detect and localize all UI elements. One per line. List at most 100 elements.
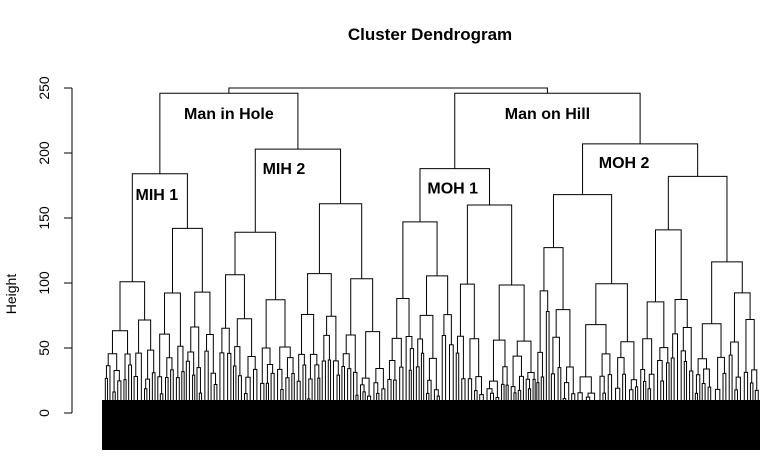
dendrogram-link <box>512 355 522 387</box>
chart-title: Cluster Dendrogram <box>348 25 512 44</box>
dendrogram-link <box>717 356 725 390</box>
dendrogram-link <box>221 327 230 354</box>
dendrogram-link <box>164 292 181 347</box>
dendrogram-link <box>745 319 755 373</box>
dendrogram-link <box>532 378 536 413</box>
dendrogram-link <box>296 380 301 413</box>
dendrogram-link <box>674 298 688 334</box>
y-tick-label-0: 0 <box>36 409 52 417</box>
dendrogram-link <box>388 360 396 381</box>
dendrogram-link <box>298 353 305 382</box>
dendrogram-link <box>689 370 694 413</box>
dendrogram-link <box>735 376 741 413</box>
cluster-labels: Man in Hole Man on Hill MIH 1 MIH 2 MOH 1 MOH… <box>136 106 650 204</box>
y-tick-label-200: 200 <box>36 141 52 165</box>
dendrogram-link <box>170 369 174 413</box>
cluster-label-mih-2: MIH 2 <box>263 161 306 178</box>
dendrogram-link <box>119 281 146 331</box>
dendrogram-link <box>165 377 169 413</box>
dendrogram-link <box>620 341 635 380</box>
dendrogram-link <box>566 366 574 394</box>
dendrogram-link <box>642 338 653 375</box>
dendrogram-link <box>527 372 535 380</box>
dendrogram-link <box>323 334 330 362</box>
dendrogram-link <box>543 247 564 310</box>
dendrogram-link <box>375 368 384 389</box>
dendrogram-link <box>585 324 607 377</box>
y-tick-label-150: 150 <box>36 206 52 230</box>
dendrogram-link <box>643 380 647 413</box>
cluster-label-mih-1: MIH 1 <box>136 187 179 204</box>
dendrogram-link <box>646 301 665 348</box>
dendrogram-link <box>518 375 524 413</box>
dendrogram-link <box>177 345 184 378</box>
dendrogram-link <box>426 275 449 316</box>
dendrogram-link <box>751 369 758 391</box>
dendrogram-link <box>192 374 196 413</box>
dendrogram-link <box>247 356 256 378</box>
dendrogram-link <box>353 371 358 413</box>
dendrogram-link <box>516 340 532 373</box>
dendrogram-link <box>469 338 480 379</box>
dendrogram-link <box>234 231 277 300</box>
dendrogram-link <box>733 292 751 343</box>
dendrogram-link <box>587 392 596 405</box>
dendrogram-link <box>318 203 363 279</box>
dendrogram-link <box>399 366 404 413</box>
dendrogram-link <box>341 365 346 413</box>
dendrogram-link <box>396 297 410 339</box>
dendrogram-link <box>420 352 425 413</box>
dendrogram-link <box>117 380 122 413</box>
dendrogram-link <box>456 335 464 379</box>
dendrogram-link <box>489 380 498 398</box>
dendrogram-link <box>342 353 350 369</box>
dendrogram-link <box>157 376 163 413</box>
dendrogram-link <box>667 175 728 262</box>
y-tick-label-50: 50 <box>36 340 52 356</box>
dendrogram-link <box>135 352 142 413</box>
dendrogram-link <box>502 366 508 386</box>
dendrogram-link <box>622 373 626 413</box>
cluster-label-moh-1: MOH 1 <box>427 181 478 198</box>
dendrogram-link <box>391 337 402 368</box>
dendrogram-link <box>510 386 516 413</box>
dendrogram-link <box>601 353 611 377</box>
leaf-mass <box>102 400 760 450</box>
dendrogram-link <box>159 333 170 377</box>
dendrogram-link <box>365 331 381 379</box>
dendrogram-link <box>555 309 571 368</box>
dendrogram-link <box>261 347 271 384</box>
dendrogram-link <box>307 273 332 317</box>
dendrogram-link <box>301 314 315 355</box>
dendrogram-link <box>402 221 438 299</box>
dendrogram-link <box>701 323 722 359</box>
dendrogram-link <box>138 319 152 354</box>
y-axis: 0 50 100 150 200 250 <box>36 76 73 417</box>
dendrogram-link <box>347 368 352 413</box>
dendrogram-link <box>206 333 214 374</box>
dendrogram-link <box>327 359 332 413</box>
dendrogram-link <box>265 299 286 348</box>
dendrogram-link <box>359 384 365 413</box>
dendrogram-link <box>326 315 337 361</box>
dendrogram-link <box>151 372 156 413</box>
dendrogram-link <box>545 310 550 413</box>
dendrogram-link <box>332 360 339 413</box>
dendrogram-link <box>579 376 592 394</box>
dendrogram-link <box>124 353 131 380</box>
dendrogram-link <box>181 371 185 413</box>
dendrogram-link <box>670 357 675 413</box>
dendrogram-link <box>682 326 692 371</box>
dendrogram-link <box>228 87 548 94</box>
dendrogram-link <box>552 194 613 284</box>
cluster-label-man-on-hill: Man on Hill <box>505 106 590 123</box>
dendrogram-link <box>171 227 203 293</box>
dendrogram-link <box>187 351 195 376</box>
dendrogram-link <box>245 376 251 413</box>
dendrogram-link <box>309 353 318 380</box>
dendrogram-link <box>722 372 727 413</box>
dendrogram-link <box>492 339 506 382</box>
dendrogram-link <box>166 357 173 378</box>
dendrogram-link <box>672 333 679 413</box>
